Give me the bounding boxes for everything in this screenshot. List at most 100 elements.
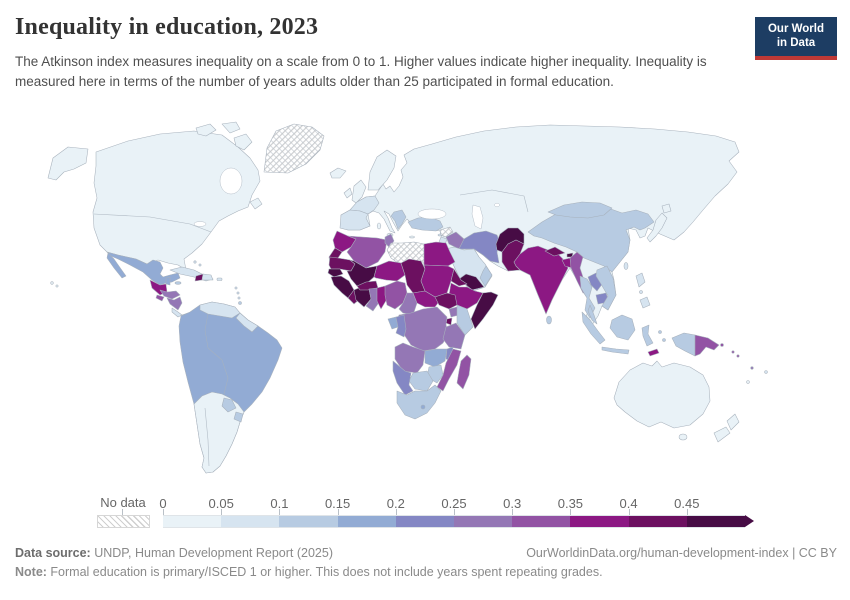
country-united-states-alaska[interactable]	[47, 146, 89, 181]
country-senegal[interactable]	[327, 268, 344, 278]
legend-bin-0.1-0.15[interactable]	[279, 516, 338, 527]
country-lesser-antilles-1[interactable]	[234, 286, 238, 290]
country-cameroon[interactable]	[398, 292, 418, 316]
country-canada-newfoundland[interactable]	[249, 197, 263, 210]
country-western-balkans[interactable]	[390, 209, 407, 230]
legend-bin-0.15-0.2[interactable]	[337, 516, 396, 527]
country-uruguay[interactable]	[233, 411, 244, 423]
country-zambia[interactable]	[424, 348, 448, 368]
country-togo-benin[interactable]	[376, 285, 388, 310]
country-madagascar[interactable]	[456, 354, 472, 390]
country-bahamas2[interactable]	[198, 263, 202, 267]
country-iceland[interactable]	[329, 167, 347, 179]
country-south-africa[interactable]	[396, 384, 442, 420]
country-nicaragua[interactable]	[166, 296, 183, 311]
legend-bin-0.35-0.4[interactable]	[570, 516, 629, 527]
country-eritrea[interactable]	[450, 268, 468, 287]
country-lesotho[interactable]	[420, 404, 426, 410]
country-scandinavia[interactable]	[367, 149, 397, 191]
country-canada-arctic-3[interactable]	[233, 133, 253, 151]
footer-note-label: Note:	[15, 565, 47, 579]
legend-no-data-swatch[interactable]	[97, 515, 150, 528]
country-namibia[interactable]	[392, 360, 414, 396]
country-canada[interactable]	[92, 130, 261, 271]
country-vietnam[interactable]	[595, 265, 617, 311]
country-venezuela[interactable]	[199, 301, 241, 319]
country-argentina-chile[interactable]	[193, 391, 245, 474]
country-png-new-britain[interactable]	[720, 343, 724, 347]
country-mozambique[interactable]	[436, 348, 462, 392]
country-timor-leste[interactable]	[647, 348, 660, 357]
country-somalia[interactable]	[470, 291, 499, 330]
country-costa-rica[interactable]	[171, 307, 183, 318]
country-indonesia-moluccas-1[interactable]	[658, 330, 662, 334]
country-indonesia-moluccas-2[interactable]	[662, 338, 666, 342]
country-canada-arctic-2[interactable]	[221, 121, 241, 134]
legend-tick-label-0.4: 0.4	[619, 496, 638, 511]
country-philippines-visayas[interactable]	[639, 290, 643, 294]
country-puerto-rico[interactable]	[216, 277, 223, 281]
legend-bin-0.05-0.1[interactable]	[221, 516, 280, 527]
country-papua-new-guinea[interactable]	[694, 334, 720, 357]
country-italy-sardinia[interactable]	[376, 222, 382, 230]
country-indonesia-west-papua[interactable]	[671, 332, 696, 357]
country-united-states-hawaii2[interactable]	[55, 284, 59, 288]
country-greece-crete[interactable]	[409, 235, 415, 239]
legend-bin-0.4-0.45[interactable]	[628, 516, 687, 527]
country-congo[interactable]	[395, 314, 407, 338]
country-mongolia[interactable]	[547, 201, 613, 219]
country-nepal[interactable]	[544, 246, 566, 257]
country-vanuatu[interactable]	[750, 366, 754, 370]
country-australia[interactable]	[613, 360, 711, 429]
country-indonesia-borneo[interactable]	[609, 314, 636, 341]
footer-link[interactable]: OurWorldinData.org/human-development-ind…	[526, 546, 837, 560]
country-laos[interactable]	[587, 272, 604, 292]
country-canada-arctic-1[interactable]	[195, 123, 217, 137]
country-guyanas[interactable]	[235, 312, 259, 333]
country-sri-lanka[interactable]	[546, 315, 552, 325]
country-trinidad[interactable]	[238, 301, 242, 305]
legend-bin-0-0.05[interactable]	[163, 516, 222, 527]
country-oman[interactable]	[479, 265, 493, 287]
country-india[interactable]	[513, 245, 569, 315]
country-paraguay[interactable]	[221, 397, 237, 413]
country-iberia[interactable]	[339, 209, 371, 231]
country-greenland[interactable]	[263, 123, 325, 174]
owid-logo[interactable]: Our World in Data	[755, 17, 837, 60]
legend-bin-0.3-0.35[interactable]	[512, 516, 571, 527]
country-dominican-republic[interactable]	[201, 273, 214, 281]
country-australia-tasmania[interactable]	[678, 433, 688, 441]
country-solomon-1[interactable]	[731, 350, 735, 354]
country-niger[interactable]	[373, 260, 406, 282]
country-indonesia-java[interactable]	[601, 346, 630, 355]
legend-bin-0.2-0.25[interactable]	[395, 516, 455, 527]
country-syria[interactable]	[439, 226, 454, 238]
country-new-zealand-north[interactable]	[726, 413, 740, 431]
country-indonesia-sulawesi[interactable]	[641, 324, 654, 347]
country-philippines-mindanao[interactable]	[639, 296, 651, 309]
country-lesser-antilles-3[interactable]	[237, 296, 241, 300]
country-new-zealand-south[interactable]	[713, 426, 731, 443]
country-solomon-2[interactable]	[736, 354, 740, 358]
country-belize[interactable]	[165, 276, 171, 286]
country-tanzania[interactable]	[442, 322, 466, 350]
country-philippines-luzon[interactable]	[635, 272, 646, 288]
country-taiwan[interactable]	[623, 262, 629, 270]
country-bahamas[interactable]	[193, 260, 197, 264]
country-new-caledonia[interactable]	[746, 380, 750, 384]
legend-bin-0.45+[interactable]	[686, 516, 746, 527]
country-malaysia-peninsula[interactable]	[587, 304, 598, 325]
country-japan-hokkaido[interactable]	[661, 203, 672, 214]
country-lesser-antilles-2[interactable]	[236, 291, 240, 295]
country-ireland[interactable]	[343, 187, 353, 199]
country-el-salvador[interactable]	[155, 294, 165, 302]
country-fiji[interactable]	[764, 370, 768, 374]
legend-bin-0.25-0.3[interactable]	[454, 516, 513, 527]
country-honduras[interactable]	[159, 289, 181, 300]
country-japan-honshu[interactable]	[646, 212, 668, 243]
country-indonesia-sumatra[interactable]	[581, 311, 606, 345]
country-jamaica[interactable]	[174, 281, 182, 285]
country-mexico-baja[interactable]	[106, 252, 127, 279]
country-united-states-hawaii[interactable]	[50, 281, 54, 285]
country-algeria[interactable]	[346, 235, 388, 269]
